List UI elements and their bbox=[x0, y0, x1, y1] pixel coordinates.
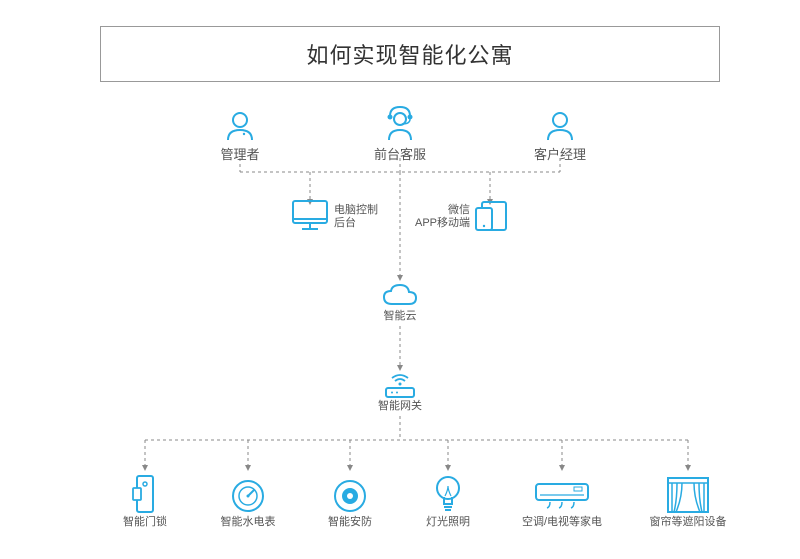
lighting-label: 灯光照明 bbox=[423, 516, 473, 529]
door-lock-icon bbox=[131, 474, 159, 514]
alarm-icon bbox=[332, 478, 368, 514]
headset-person-icon bbox=[382, 104, 418, 144]
meter-icon bbox=[230, 478, 266, 514]
watermark-text: 智家网 bbox=[734, 520, 794, 549]
mobile-label: 微信 APP移动端 bbox=[414, 204, 470, 230]
gateway-label: 智能网关 bbox=[378, 400, 422, 413]
account-manager-label: 客户经理 bbox=[534, 144, 586, 163]
appliance-label: 空调/电视等家电 bbox=[518, 516, 606, 529]
cloud-icon bbox=[380, 282, 420, 310]
curtain-icon bbox=[666, 476, 710, 514]
router-icon bbox=[382, 370, 418, 400]
meter-label: 智能水电表 bbox=[218, 516, 278, 529]
monitor-icon bbox=[290, 198, 330, 232]
door-lock-label: 智能门锁 bbox=[120, 516, 170, 529]
bulb-icon bbox=[432, 474, 464, 514]
security-label: 智能安防 bbox=[325, 516, 375, 529]
person-icon bbox=[542, 108, 578, 144]
title-bar: 如何实现智能化公寓 bbox=[100, 26, 720, 82]
watermark: 智家网 bbox=[702, 520, 794, 549]
cloud-label: 智能云 bbox=[382, 310, 418, 323]
devices-icon bbox=[472, 198, 512, 232]
ac-unit-icon bbox=[534, 482, 590, 510]
person-icon bbox=[222, 108, 258, 144]
watermark-sub: WWW.ZNJJ.TV bbox=[723, 548, 790, 557]
pc-backend-label: 电脑控制 后台 bbox=[334, 204, 378, 230]
manager-label: 管理者 bbox=[218, 144, 262, 163]
page-title: 如何实现智能化公寓 bbox=[306, 38, 513, 70]
frontdesk-label: 前台客服 bbox=[374, 144, 426, 163]
